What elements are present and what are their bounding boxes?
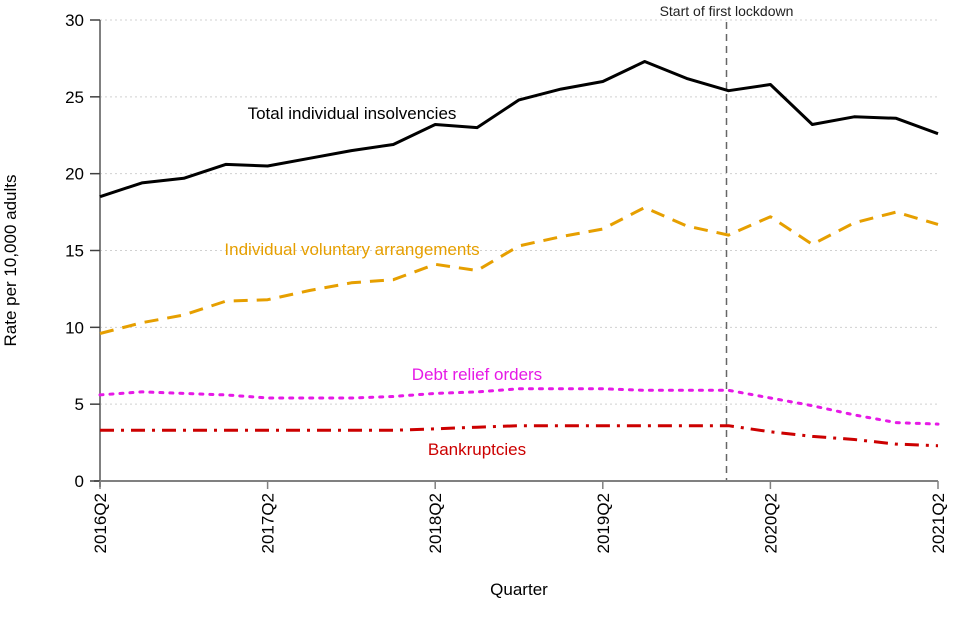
gridlines: [100, 19, 938, 405]
x-tick-label: 2020Q2: [761, 493, 780, 554]
x-ticks: 2016Q2 2017Q2 2018Q2 2019Q2 2020Q2 2021Q2: [91, 481, 948, 554]
x-tick-label: 2021Q2: [929, 493, 948, 554]
y-tick-label: 0: [75, 472, 84, 491]
x-tick-label: 2018Q2: [426, 493, 445, 554]
lockdown-label: Start of first lockdown: [660, 3, 794, 19]
series-line-total: [99, 60, 939, 199]
series-label-bankruptcies: Bankruptcies: [428, 440, 526, 459]
y-tick-label: 20: [65, 165, 84, 184]
series-label-iva: Individual voluntary arrangements: [224, 240, 479, 259]
series-labels: Total individual insolvencies Individual…: [224, 104, 542, 459]
y-axis-title: Rate per 10,000 adults: [1, 174, 20, 346]
series-lines: [98, 60, 940, 448]
series-label-total: Total individual insolvencies: [248, 104, 457, 123]
y-tick-label: 15: [65, 242, 84, 261]
x-tick-label: 2019Q2: [594, 493, 613, 554]
y-ticks: 0 5 10 15 20 25 30: [65, 11, 100, 491]
axes: [94, 20, 938, 487]
series-line-dro: [98, 387, 940, 426]
series-label-dro: Debt relief orders: [412, 365, 542, 384]
x-axis-title: Quarter: [490, 580, 548, 599]
x-tick-label: 2017Q2: [259, 493, 278, 554]
y-tick-label: 5: [75, 395, 84, 414]
series-line-iva: [99, 206, 939, 335]
lockdown-annotation: Start of first lockdown: [660, 3, 794, 481]
y-tick-label: 25: [65, 88, 84, 107]
y-tick-label: 30: [65, 11, 84, 30]
y-tick-label: 10: [65, 318, 84, 337]
x-tick-label: 2016Q2: [91, 493, 110, 554]
